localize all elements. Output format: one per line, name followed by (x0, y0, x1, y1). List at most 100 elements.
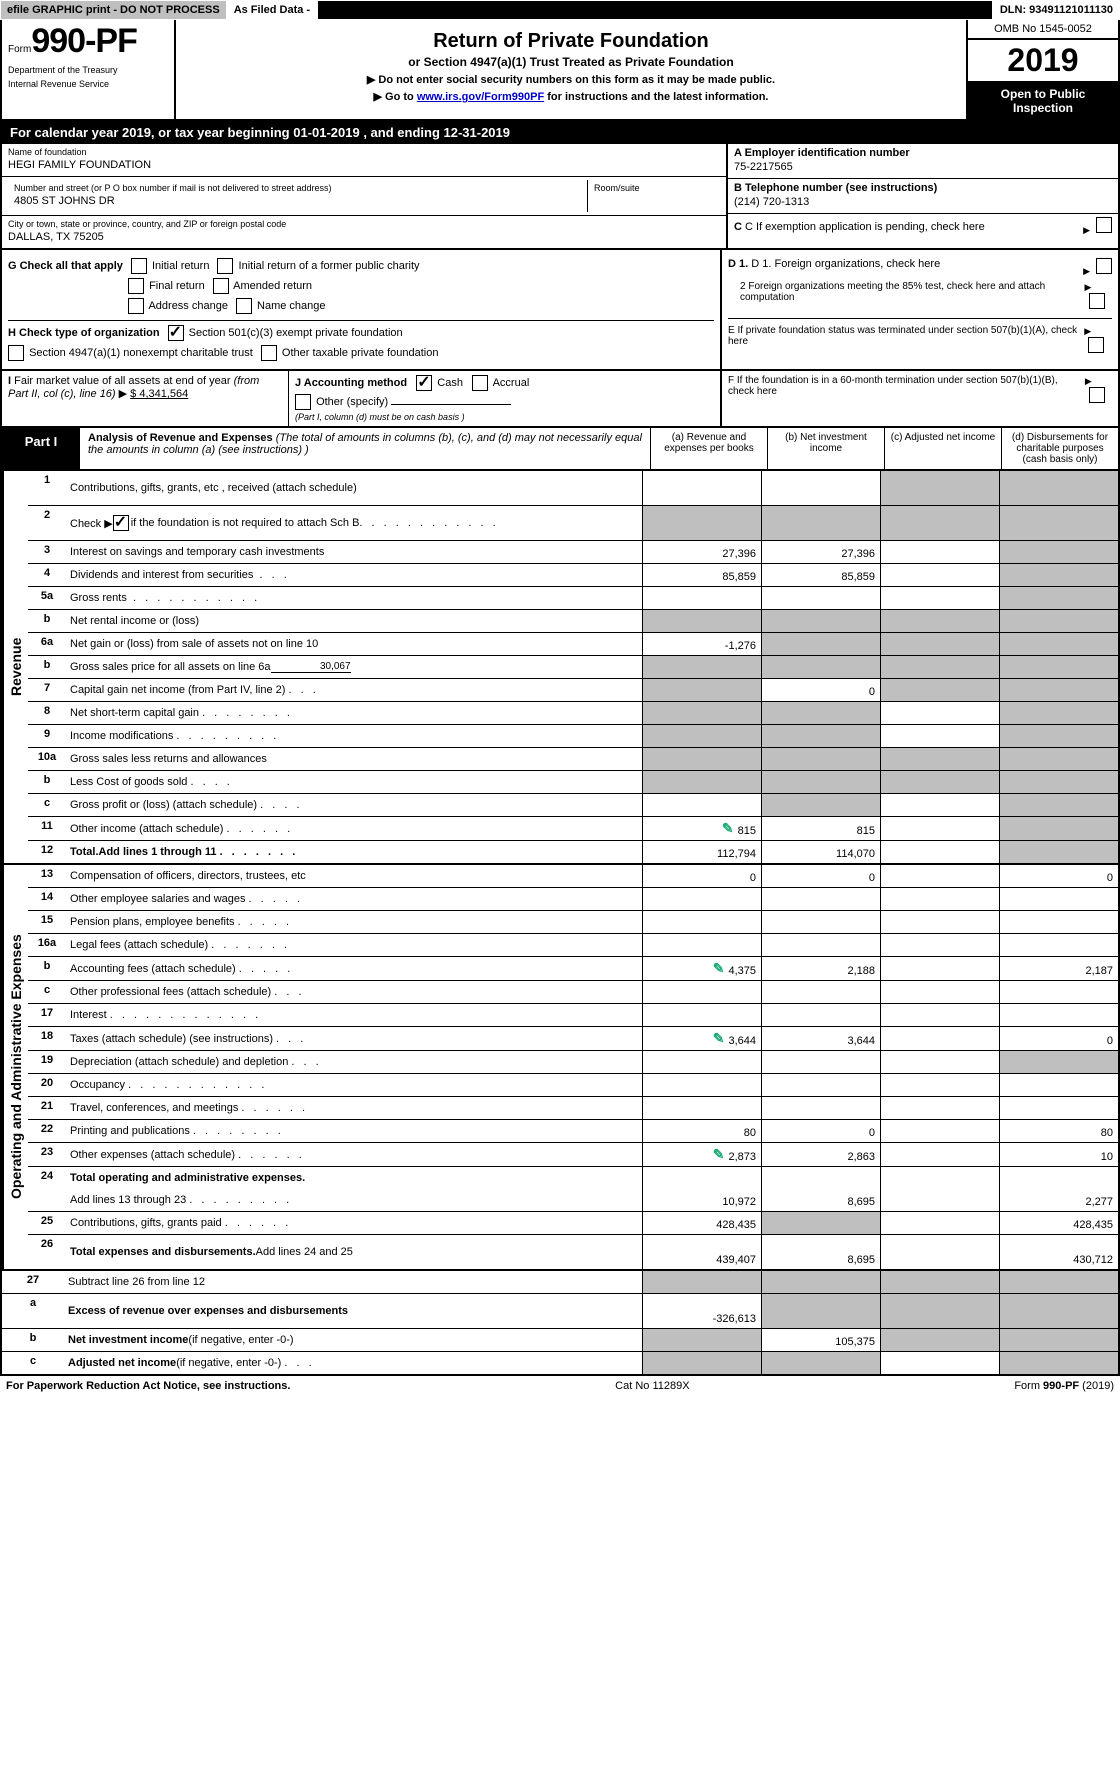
cell (642, 679, 761, 701)
check-address-change[interactable] (128, 298, 144, 314)
cell: 2,277 (999, 1189, 1118, 1211)
cell (761, 748, 880, 770)
cell (642, 656, 761, 678)
cell (999, 564, 1118, 586)
calendar-year-row: For calendar year 2019, or tax year begi… (0, 121, 1120, 144)
check-cash[interactable] (416, 375, 432, 391)
cell: 2,863 (761, 1143, 880, 1166)
cell (642, 771, 761, 793)
row-num: c (28, 794, 66, 816)
form-header: Form 990-PF Department of the Treasury I… (0, 20, 1120, 121)
check-4947[interactable] (8, 345, 24, 361)
check-final-return[interactable] (128, 278, 144, 294)
foundation-city: DALLAS, TX 75205 (8, 229, 720, 245)
cell (642, 1004, 761, 1026)
cell: 85,859 (642, 564, 761, 586)
exemption-pending-label: C C If exemption application is pending,… (734, 221, 985, 233)
check-amended[interactable] (213, 278, 229, 294)
check-j-other[interactable] (295, 394, 311, 410)
cell (999, 817, 1118, 840)
cell (880, 633, 999, 655)
attach-icon[interactable]: ✎ (722, 820, 734, 837)
cell (642, 1051, 761, 1073)
row-label: Dividends and interest from securities .… (66, 564, 642, 586)
cell (880, 771, 999, 793)
row-num: a (2, 1294, 64, 1328)
cell (999, 1352, 1118, 1374)
check-sch-b[interactable] (113, 515, 129, 531)
tax-year: 2019 (968, 40, 1118, 83)
h-4947-text: Section 4947(a)(1) nonexempt charitable … (29, 347, 253, 359)
attach-icon[interactable]: ✎ (713, 1030, 725, 1047)
row-label: Travel, conferences, and meetings . . . … (66, 1097, 642, 1119)
cell (642, 1097, 761, 1119)
attach-icon[interactable]: ✎ (713, 1146, 725, 1163)
dln-number: DLN: 93491121011130 (993, 0, 1120, 20)
check-initial-former[interactable] (217, 258, 233, 274)
topbar-spacer (317, 0, 993, 20)
cell (761, 1074, 880, 1096)
cell (761, 633, 880, 655)
cell (880, 541, 999, 563)
part1-header: Part I Analysis of Revenue and Expenses … (0, 428, 1120, 471)
cell (999, 911, 1118, 933)
cell (880, 794, 999, 816)
c-checkbox[interactable] (1096, 217, 1112, 233)
check-accrual[interactable] (472, 375, 488, 391)
cell: 0 (761, 1120, 880, 1142)
row-label: Accounting fees (attach schedule) . . . … (66, 957, 642, 980)
name-label: Name of foundation (8, 147, 720, 157)
cell (880, 1329, 999, 1351)
g-amended: Amended return (233, 280, 312, 292)
check-501c3[interactable] (168, 325, 184, 341)
cell (999, 1074, 1118, 1096)
row-num: 19 (28, 1051, 66, 1073)
cell (880, 679, 999, 701)
h-501c3-text: Section 501(c)(3) exempt private foundat… (189, 327, 403, 339)
row-num: 8 (28, 702, 66, 724)
d2-checkbox[interactable] (1089, 293, 1105, 309)
cell (999, 934, 1118, 956)
arrow-icon (1085, 375, 1094, 387)
row-num: 17 (28, 1004, 66, 1026)
row-num: 1 (28, 471, 66, 505)
row-num: 15 (28, 911, 66, 933)
cell (761, 1271, 880, 1293)
e-checkbox[interactable] (1088, 337, 1104, 353)
g-address-change: Address change (148, 300, 228, 312)
cell (880, 702, 999, 724)
row-num: 20 (28, 1074, 66, 1096)
cell (880, 841, 999, 863)
cell (642, 702, 761, 724)
cell (642, 1074, 761, 1096)
c-text: C If exemption application is pending, c… (745, 221, 985, 233)
cell (999, 506, 1118, 540)
d1-checkbox[interactable] (1096, 258, 1112, 274)
check-other-taxable[interactable] (261, 345, 277, 361)
row-label: Net rental income or (loss) (66, 610, 642, 632)
phone-value: (214) 720-1313 (734, 194, 1112, 210)
f-checkbox[interactable] (1089, 387, 1105, 403)
instr-pre: ▶ Go to (374, 91, 417, 103)
cell (761, 888, 880, 910)
cell (999, 841, 1118, 863)
row-label: Legal fees (attach schedule) . . . . . .… (66, 934, 642, 956)
arrow-icon (1085, 281, 1094, 293)
row-num: c (28, 981, 66, 1003)
cell (880, 1294, 999, 1328)
city-label: City or town, state or province, country… (8, 219, 720, 229)
irs-link[interactable]: www.irs.gov/Form990PF (417, 91, 544, 103)
part1-label: Part I (2, 428, 80, 469)
check-name-change[interactable] (236, 298, 252, 314)
attach-icon[interactable]: ✎ (713, 960, 725, 977)
check-initial-return[interactable] (131, 258, 147, 274)
cell (880, 981, 999, 1003)
d2-text: 2 Foreign organizations meeting the 85% … (740, 281, 1085, 312)
revenue-side-label: Revenue (2, 471, 28, 863)
d1-label: D 1. D 1. Foreign organizations, check h… (728, 258, 940, 277)
room-label: Room/suite (594, 183, 714, 193)
open-public-badge: Open to Public Inspection (968, 83, 1118, 119)
cell: 10 (999, 1143, 1118, 1166)
row-label: Check ▶ if the foundation is not require… (66, 506, 642, 540)
g-label: G Check all that apply (8, 260, 123, 272)
